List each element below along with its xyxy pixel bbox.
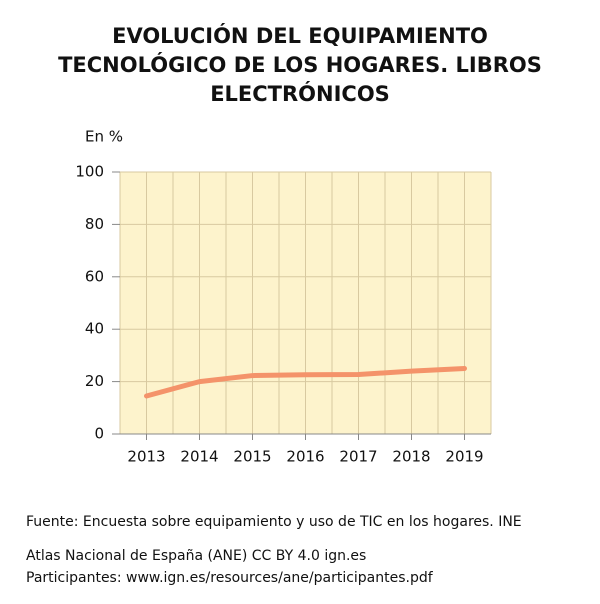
y-axis-label: En % xyxy=(85,128,123,146)
x-tick-label: 2017 xyxy=(339,448,377,466)
x-tick-label: 2018 xyxy=(392,448,430,466)
x-tick-label: 2016 xyxy=(286,448,324,466)
data-line xyxy=(144,366,467,399)
chart-title: EVOLUCIÓN DEL EQUIPAMIENTO xyxy=(112,23,488,48)
x-tick-label: 2015 xyxy=(233,448,271,466)
y-tick-label: 100 xyxy=(75,163,104,181)
y-tick-label: 80 xyxy=(85,215,104,233)
y-tick-label: 20 xyxy=(85,372,104,390)
credit-note: Participantes: www.ign.es/resources/ane/… xyxy=(26,570,434,586)
y-tick-label: 40 xyxy=(85,320,104,338)
credit-note: Atlas Nacional de España (ANE) CC BY 4.0… xyxy=(26,548,366,564)
y-tick-label: 60 xyxy=(85,267,104,285)
x-tick-label: 2019 xyxy=(445,448,483,466)
chart-title: TECNOLÓGICO DE LOS HOGARES. LIBROS xyxy=(58,52,542,77)
source-note: Fuente: Encuesta sobre equipamiento y us… xyxy=(26,514,522,530)
x-tick-label: 2014 xyxy=(180,448,218,466)
x-tick-label: 2013 xyxy=(127,448,165,466)
chart-title: ELECTRÓNICOS xyxy=(210,81,390,106)
y-tick-label: 0 xyxy=(94,425,104,443)
